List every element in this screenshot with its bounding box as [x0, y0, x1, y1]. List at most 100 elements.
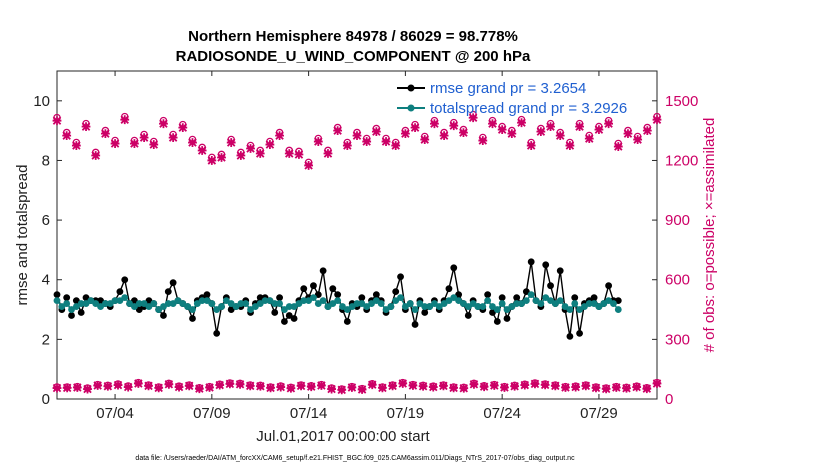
totalspread-point — [121, 294, 129, 302]
rmse-point — [498, 294, 506, 302]
rmse-point — [445, 285, 453, 293]
obs-assimilated-high-point — [420, 135, 430, 144]
x-ticks: 07/04 07/09 07/14 07/19 07/24 07/29 — [96, 71, 618, 422]
rmse-point — [503, 315, 511, 322]
chart-title-line1: Northern Hemisphere 84978 / 86029 = 98.7… — [188, 28, 518, 45]
totalspread-point — [571, 300, 579, 307]
obs-assimilated-high-point — [584, 134, 594, 143]
obs-assimilated-high-point — [546, 122, 555, 132]
obs-assimilated-low-point — [439, 381, 448, 391]
x-tick-label: 07/19 — [387, 405, 425, 422]
y-right-tick-label: 900 — [665, 212, 690, 229]
legend-spread-label: totalspread grand pr = 3.2926 — [430, 100, 627, 117]
rmse-point — [116, 288, 124, 296]
rmse-point — [576, 330, 583, 337]
totalspread-point — [585, 300, 593, 307]
obs-assimilated-high-point — [400, 129, 410, 139]
obs-assimilated-low-point — [83, 384, 92, 394]
rmse-point — [164, 288, 172, 296]
obs-assimilated-high-point — [188, 138, 197, 147]
obs-assimilated-low-point — [306, 382, 316, 392]
totalspread-point — [353, 300, 361, 307]
obs-assimilated-high-point — [168, 133, 178, 142]
obs-assimilated-high-point — [284, 149, 294, 158]
legend-spread-marker — [407, 104, 415, 112]
totalspread-point — [135, 300, 143, 307]
obs-assimilated-high-point — [575, 122, 584, 132]
obs-assimilated-low-point — [652, 379, 662, 388]
rmse-point — [484, 291, 492, 299]
rmse-point — [310, 282, 317, 290]
obs-assimilated-low-point — [327, 384, 336, 394]
totalspread-point — [421, 303, 429, 310]
obs-assimilated-low-point — [601, 384, 611, 394]
totalspread-point — [484, 297, 492, 304]
obs-assimilated-high-point — [497, 125, 507, 135]
totalspread-point — [319, 297, 327, 304]
obs-assimilated-low-point — [286, 383, 296, 393]
totalspread-point — [406, 300, 414, 307]
totalspread-point — [479, 303, 487, 310]
obs-assimilated-high-point — [526, 141, 536, 150]
obs-assimilated-high-point — [468, 113, 478, 123]
obs-assimilated-low-point — [581, 381, 591, 391]
totalspread-point — [218, 303, 225, 310]
obs-assimilated-low-point — [164, 379, 174, 389]
totalspread-point — [522, 297, 530, 304]
totalspread-point — [271, 300, 279, 307]
obs-assimilated-high-point — [100, 129, 110, 139]
obs-assimilated-high-point — [110, 139, 120, 148]
obs-assimilated-high-point — [488, 119, 497, 129]
obs-assimilated-low-point — [62, 383, 72, 393]
legend-rmse-label: rmse grand pr = 3.2654 — [430, 80, 586, 97]
obs-assimilated-high-point — [207, 156, 217, 165]
obs-assimilated-low-point — [591, 383, 601, 393]
obs-assimilated-low-point — [317, 381, 326, 390]
rmse-point — [189, 315, 196, 322]
rmse-point — [571, 294, 579, 302]
obs-assimilated-low-point — [337, 385, 347, 395]
y-right-ticks: 0 300 600 900 1200 1500 — [652, 93, 698, 408]
obs-assimilated-low-point — [357, 385, 367, 394]
obs-assimilated-low-point — [194, 384, 204, 394]
obs-assimilated-high-point — [507, 129, 517, 139]
x-tick-label: 07/09 — [193, 405, 231, 422]
rmse-point — [281, 318, 288, 325]
totalspread-point — [208, 300, 216, 307]
rmse-point — [397, 273, 404, 281]
obs-assimilated-high-point — [536, 127, 546, 137]
obs-assimilated-low-point — [632, 382, 642, 392]
obs-assimilated-high-point — [652, 115, 662, 125]
obs-assimilated-high-point — [333, 126, 343, 136]
rmse-point — [329, 285, 337, 293]
totalspread-point — [387, 303, 395, 310]
obs-assimilated-high-point — [478, 136, 488, 145]
obs-assimilated-high-point — [81, 122, 91, 132]
obs-assimilated-low-point — [428, 382, 438, 392]
obs-assimilated-low-point — [52, 383, 62, 393]
obs-assimilated-high-point — [410, 123, 420, 133]
rmse-point — [392, 288, 400, 296]
y-right-tick-label: 600 — [665, 272, 690, 289]
y-right-tick-label: 1500 — [665, 93, 698, 110]
totalspread-point — [242, 300, 250, 307]
totalspread-point — [537, 300, 545, 307]
y-left-tick-label: 4 — [42, 272, 50, 289]
rmse-point — [63, 294, 71, 302]
y-left-tick-label: 8 — [42, 152, 50, 169]
x-tick-label: 07/24 — [483, 405, 521, 422]
x-tick-label: 07/29 — [580, 405, 618, 422]
totalspread-point — [493, 306, 501, 313]
obs-assimilated-low-point — [561, 383, 570, 392]
obs-assimilated-high-point — [226, 138, 236, 147]
rmse-point — [542, 261, 550, 269]
obs-assimilated-high-point — [275, 131, 284, 141]
x-axis-label: Jul.01,2017 00:00:00 start — [256, 428, 430, 445]
totalspread-point — [614, 306, 622, 313]
obs-assimilated-high-point — [594, 125, 604, 135]
totalspread-point — [300, 297, 308, 304]
totalspread-point — [237, 300, 245, 307]
rmse-point — [300, 285, 308, 293]
obs-assimilated-low-point — [398, 379, 408, 388]
rmse-point — [160, 312, 167, 319]
